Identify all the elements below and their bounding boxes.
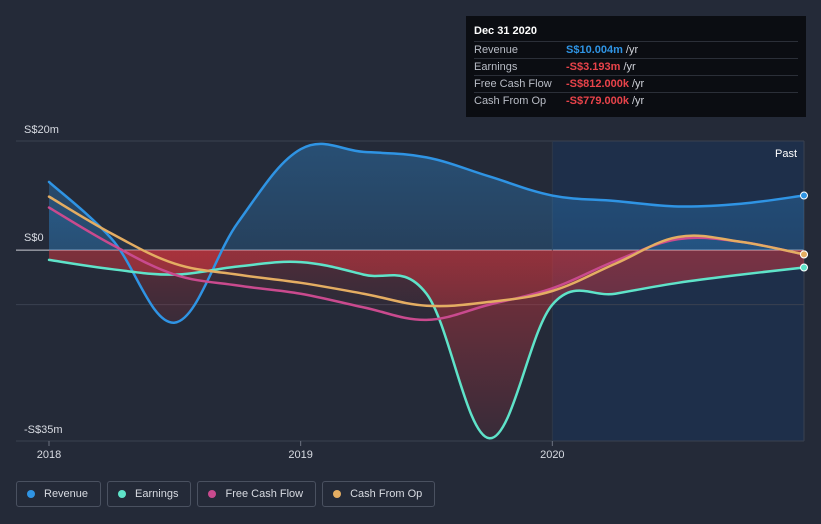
legend-dot-icon — [333, 490, 342, 498]
legend-label: Revenue — [44, 488, 89, 500]
tooltip-label: Cash From Op — [474, 95, 547, 107]
end-point-revenue — [800, 191, 808, 200]
series-line-cash-from-op — [47, 195, 806, 308]
y-tick-label: -S$35m — [24, 424, 63, 436]
x-tick-label: 2019 — [288, 449, 312, 461]
legend-label: Free Cash Flow — [225, 488, 304, 500]
tooltip-label: Free Cash Flow — [474, 78, 552, 90]
legend-label: Earnings — [135, 488, 179, 500]
tooltip-unit: /yr — [632, 78, 645, 90]
series-line-revenue — [47, 142, 806, 324]
tooltip-date: Dec 31 2020 — [474, 25, 537, 37]
legend-item-free-cash-flow[interactable]: Free Cash Flow — [197, 481, 317, 507]
legend-dot-icon — [208, 490, 217, 498]
legend-item-earnings[interactable]: Earnings — [107, 481, 192, 507]
tooltip-unit: /yr — [625, 44, 639, 56]
x-tick-label: 2020 — [540, 449, 564, 461]
area-cash-from-op — [49, 196, 804, 307]
past-label: Past — [775, 148, 797, 160]
tooltip-label: Revenue — [474, 44, 519, 56]
legend-dot-icon — [27, 490, 35, 498]
legend: Revenue Earnings Free Cash Flow Cash From O… — [16, 481, 436, 507]
tooltip-unit: /yr — [632, 95, 645, 107]
legend-label: Cash From Op — [350, 488, 423, 500]
tooltip-label: Earnings — [474, 61, 518, 73]
legend-item-revenue[interactable]: Revenue — [16, 481, 102, 507]
tooltip-row: Earnings -S$3.193m/yr — [474, 58, 798, 75]
tooltip-value: S$10.004m — [566, 44, 623, 56]
legend-dot-icon — [118, 490, 127, 498]
legend-item-cash-from-op[interactable]: Cash From Op — [322, 481, 436, 507]
end-point-cash-from-op — [800, 250, 808, 259]
tooltip-value: -S$779.000k — [566, 95, 629, 107]
tooltip-row: Revenue S$10.004m/yr — [474, 41, 798, 58]
tooltip-panel: Dec 31 2020 Revenue S$10.004m/yr Earnings -… — [466, 16, 806, 117]
tooltip-unit: /yr — [623, 61, 636, 73]
tooltip-row: Cash From Op -S$779.000k/yr — [474, 92, 798, 109]
tooltip-value: -S$3.193m — [566, 61, 621, 73]
y-tick-label: S$0 — [24, 232, 44, 244]
y-tick-label: S$20m — [24, 124, 59, 136]
series-line-earnings — [47, 258, 806, 440]
x-tick-label: 2018 — [37, 449, 61, 461]
tooltip-row: Free Cash Flow -S$812.000k/yr — [474, 75, 798, 92]
end-point-earnings — [800, 263, 808, 272]
tooltip-value: -S$812.000k — [566, 78, 629, 90]
series-line-free-cash-flow — [47, 206, 806, 322]
